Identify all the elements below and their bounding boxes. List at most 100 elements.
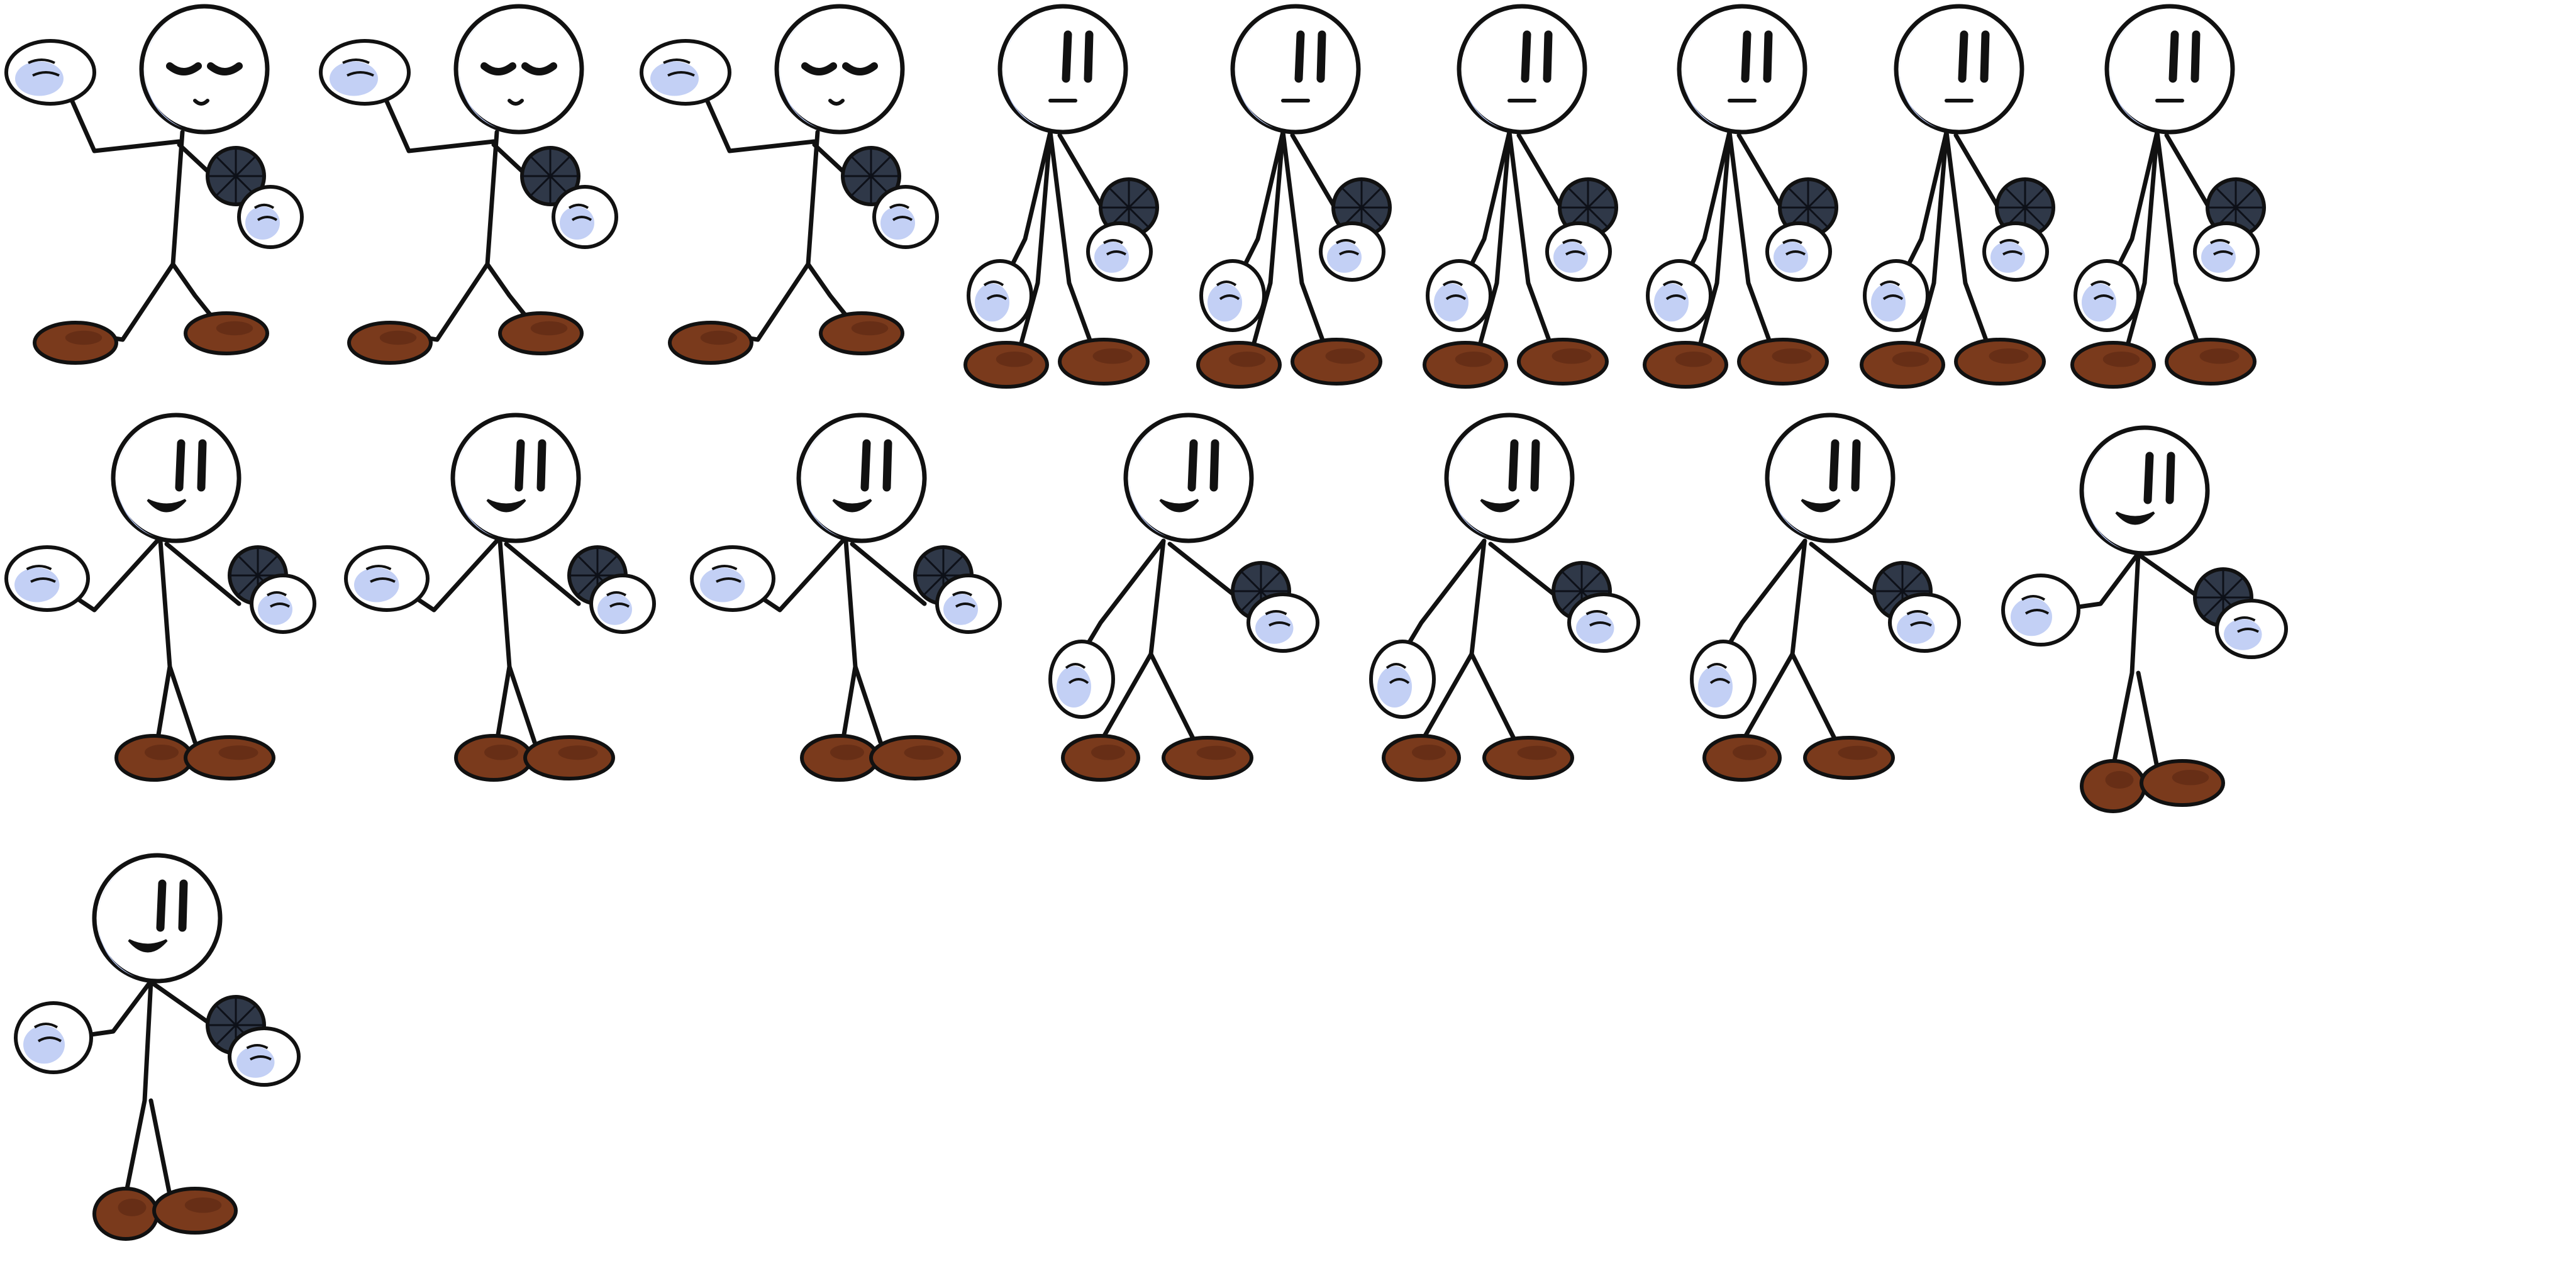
arm-left	[67, 92, 182, 153]
glove-shade	[1434, 283, 1468, 322]
shoe-shade	[1989, 348, 2029, 364]
closed-eye	[207, 62, 243, 75]
mic-grill	[1874, 563, 1931, 619]
eye	[1209, 439, 1219, 492]
glove-fingers	[26, 565, 56, 583]
sprite-frame-17	[14, 853, 301, 1241]
leg-left	[2111, 551, 2141, 770]
stick-figure-character-icon	[1369, 413, 1640, 782]
glove-shade	[650, 61, 699, 96]
eye	[514, 439, 525, 492]
arm-left	[381, 92, 496, 153]
shoe-shade	[1091, 745, 1125, 760]
glove-fingers	[1906, 610, 1932, 627]
shoe-shade	[1772, 348, 1812, 364]
eye	[1980, 30, 1990, 83]
eye	[175, 439, 186, 492]
leg-left	[1419, 538, 1487, 745]
shoe	[1423, 341, 1508, 389]
shoe	[1291, 338, 1382, 386]
glove-fingers	[1385, 663, 1410, 684]
stick-figure-character-icon	[2001, 425, 2288, 813]
glove-shade	[1654, 283, 1689, 322]
glove-fingers	[1265, 610, 1291, 627]
glove-fingers	[606, 591, 630, 608]
sprite-frame-11	[344, 413, 656, 782]
mic-grill	[1553, 563, 1610, 619]
stick-figure-character-icon	[14, 853, 301, 1241]
arm-right	[850, 541, 927, 606]
eye	[1508, 439, 1519, 492]
glove-fingers	[2090, 280, 2114, 301]
leg-right	[1148, 652, 1197, 745]
shoe	[523, 735, 615, 780]
shoe-shade	[1325, 348, 1365, 364]
sprite-frame-16	[2001, 425, 2288, 813]
glove-fingers	[2209, 239, 2234, 256]
mic-grill	[1233, 563, 1289, 619]
eye	[882, 439, 892, 492]
mic-grill	[208, 148, 264, 204]
shoe-shade	[1517, 745, 1557, 760]
arm-left	[702, 92, 817, 153]
shoe	[819, 311, 904, 355]
glove-fingers	[28, 58, 60, 77]
glove-fingers	[983, 280, 1008, 301]
shoe	[1058, 338, 1150, 386]
glove-shade	[1897, 613, 1935, 644]
glove-fingers	[1662, 280, 1687, 301]
leg-left	[1249, 130, 1285, 355]
eye	[1741, 30, 1752, 83]
sprite-frame-14	[1369, 413, 1640, 782]
shoe	[1482, 736, 1574, 780]
eye	[1829, 439, 1840, 492]
stick-figure-character-icon	[963, 4, 1159, 389]
mic-grill	[522, 148, 579, 204]
eye	[197, 439, 207, 492]
leg-right	[1048, 130, 1097, 355]
leg-left	[79, 130, 185, 342]
shoe-shade	[530, 321, 568, 336]
mic-grill	[843, 148, 899, 204]
glove-shade	[1327, 242, 1362, 273]
glove-shade	[2201, 242, 2236, 273]
stick-figure-character-icon	[344, 413, 656, 782]
shoe	[152, 1187, 238, 1235]
glove-shade	[1377, 666, 1412, 708]
shoe-shade	[145, 745, 179, 760]
glove-shade	[880, 206, 915, 240]
eye	[860, 439, 871, 492]
leg-right	[2136, 670, 2160, 770]
shoe	[2070, 341, 2156, 389]
shoe-shade	[484, 745, 518, 760]
eye	[1521, 30, 1531, 83]
shoe-shade	[1196, 745, 1236, 760]
mic-grill	[1560, 179, 1616, 236]
head	[453, 4, 584, 135]
shoe-shade	[1412, 745, 1446, 760]
shoe	[1517, 338, 1609, 386]
shoe-shade	[184, 1197, 222, 1213]
shoe-shade	[1092, 348, 1133, 364]
leg-right	[148, 1098, 172, 1197]
mouth	[486, 499, 526, 513]
shoe-shade	[2172, 770, 2209, 786]
glove-fingers	[663, 58, 695, 77]
glove-shade	[1990, 242, 2025, 273]
glove-fingers	[1879, 280, 1904, 301]
eye	[1543, 30, 1553, 83]
stick-figure-character-icon	[1690, 413, 1961, 782]
stick-figure-character-icon	[1196, 4, 1392, 389]
eye	[2190, 30, 2201, 83]
glove-shade	[245, 206, 280, 240]
mic-grill	[1333, 179, 1390, 236]
eye	[156, 879, 167, 932]
leg-left	[1740, 538, 1807, 745]
shoe-shade	[1455, 352, 1492, 367]
sprite-frame-4	[963, 4, 1159, 389]
stick-figure-character-icon	[4, 4, 304, 365]
glove-shade	[975, 283, 1009, 322]
shoe-shade	[996, 352, 1033, 367]
glove-shade	[2082, 283, 2116, 322]
eye	[1294, 30, 1305, 83]
